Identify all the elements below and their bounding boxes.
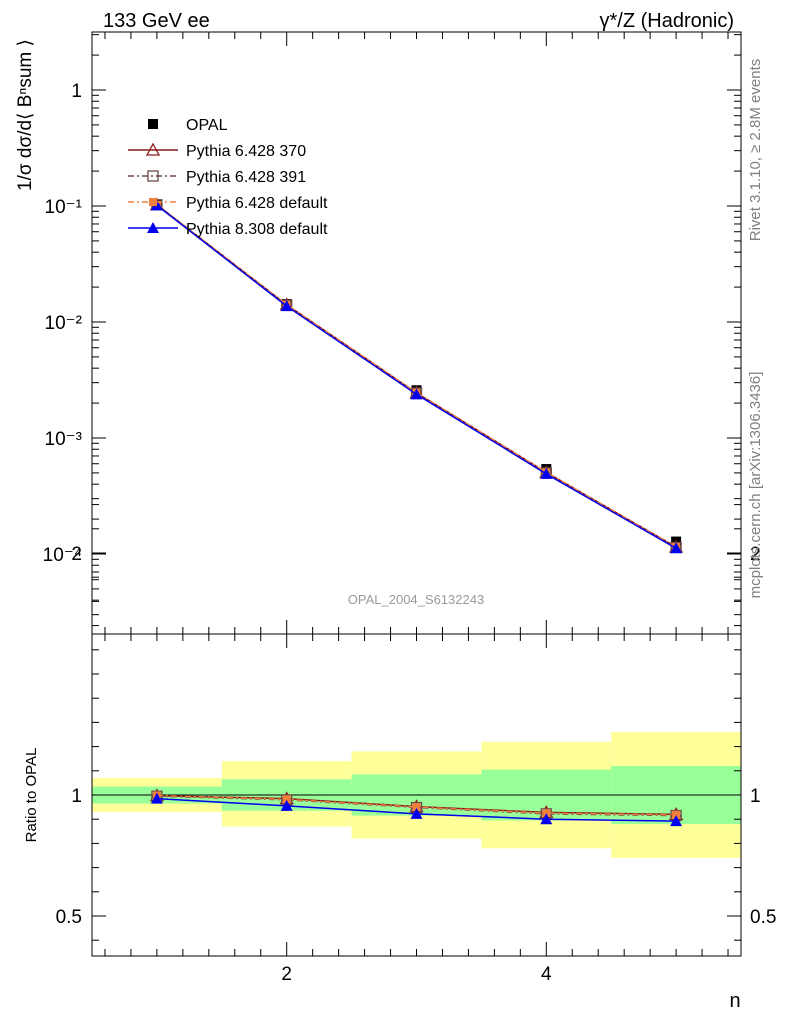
series-line <box>157 205 676 547</box>
x-tick-label: 2 <box>281 964 292 985</box>
series-opal <box>152 200 681 547</box>
series-line <box>157 205 676 548</box>
x-tick-label: 4 <box>541 964 552 985</box>
ratio-y-axis-title: Ratio to OPAL <box>23 748 40 843</box>
legend-marker <box>148 119 158 129</box>
legend-label: Pythia 6.428 default <box>186 195 328 212</box>
y-tick-label: 1 <box>71 81 82 102</box>
series-pydefault <box>153 201 680 551</box>
series-line <box>157 205 676 547</box>
legend-marker <box>149 198 157 206</box>
mcplots-reference-label: mcplots.cern.ch [arXiv:1306.3436] <box>747 372 764 599</box>
energy-label: 133 GeV ee <box>103 10 210 32</box>
x-axis-title: n <box>729 990 740 1012</box>
ratio-y-tick-label-right: 0.5 <box>750 907 776 928</box>
legend-label: Pythia 6.428 391 <box>186 169 306 186</box>
main-axis-ticks: 110⁻¹10⁻²10⁻³10⁻⁴ <box>43 32 741 634</box>
rivet-version-label: Rivet 3.1.10, ≥ 2.8M events <box>747 59 764 242</box>
series-line <box>157 205 676 548</box>
y-tick-label: 10⁻¹ <box>45 197 83 218</box>
y-tick-label: 10⁻³ <box>45 429 83 450</box>
legend-label: Pythia 8.308 default <box>186 221 328 238</box>
ratio-y-tick-label-left: 0.5 <box>56 907 82 928</box>
series-py8 <box>151 199 682 553</box>
series-py391 <box>152 200 681 553</box>
legend-label: OPAL <box>186 117 228 134</box>
ratio-y-tick-label-right: 1 <box>750 786 761 807</box>
ratio-y-tick-label-left: 2 <box>71 544 82 565</box>
series-py370 <box>151 199 682 552</box>
y-tick-label: 10⁻² <box>45 313 83 334</box>
analysis-watermark: OPAL_2004_S6132243 <box>348 592 484 607</box>
legend: OPAL Pythia 6.428 370 Pythia 6.428 391 Pyth… <box>128 117 328 238</box>
main-series-layer <box>151 199 682 554</box>
legend-label: Pythia 6.428 370 <box>186 143 306 160</box>
main-y-axis-title: 1/σ dσ/d⟨ Bⁿsum ⟩ <box>15 39 36 191</box>
process-label: γ*/Z (Hadronic) <box>600 10 734 32</box>
ratio-y-tick-label-left: 1 <box>71 786 82 807</box>
